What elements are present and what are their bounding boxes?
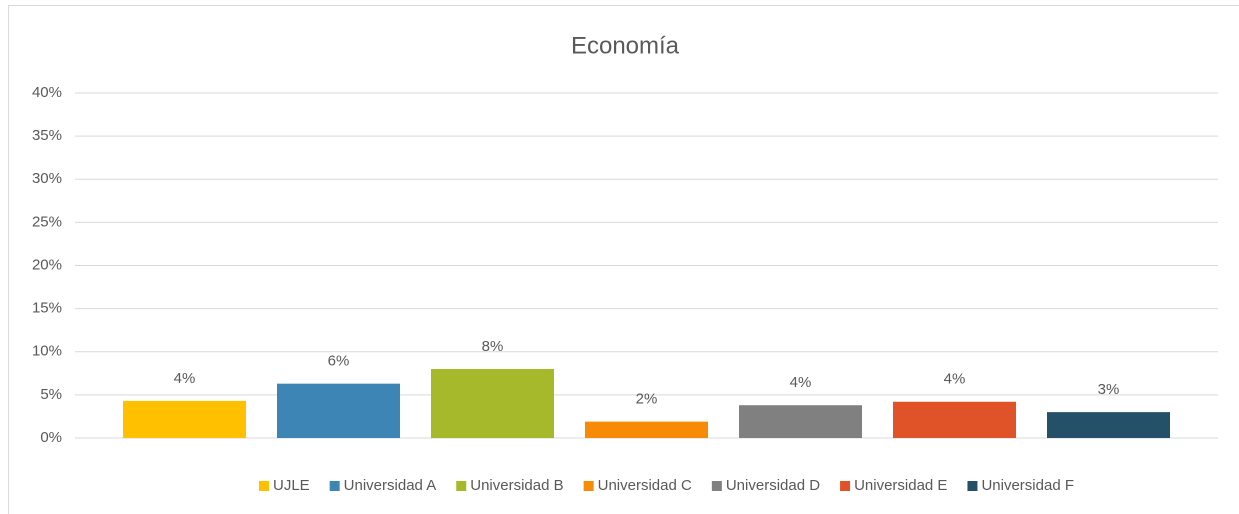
y-tick-label: 30% bbox=[32, 170, 62, 187]
legend-swatch bbox=[583, 481, 594, 491]
data-label: 3% bbox=[1098, 381, 1120, 398]
bar bbox=[739, 405, 862, 438]
legend-label: Universidad D bbox=[726, 477, 820, 494]
y-tick-label: 10% bbox=[32, 343, 62, 360]
y-tick-label: 5% bbox=[40, 386, 62, 403]
legend-label: Universidad E bbox=[854, 477, 947, 494]
legend-swatch bbox=[258, 481, 269, 491]
y-tick-label: 35% bbox=[32, 127, 62, 144]
legend-label: UJLE bbox=[273, 477, 310, 494]
data-label: 4% bbox=[174, 370, 196, 387]
data-label: 4% bbox=[790, 374, 812, 391]
bar bbox=[277, 383, 400, 438]
y-tick-label: 15% bbox=[32, 300, 62, 317]
y-tick-label: 20% bbox=[32, 256, 62, 273]
data-label: 6% bbox=[328, 353, 350, 370]
legend-swatch bbox=[840, 481, 851, 491]
data-label: 4% bbox=[944, 371, 966, 388]
legend-label: Universidad B bbox=[470, 477, 563, 494]
chart-title: Economía bbox=[571, 32, 680, 59]
legend-swatch bbox=[967, 481, 978, 491]
y-tick-label: 0% bbox=[40, 429, 62, 446]
legend-swatch bbox=[711, 481, 722, 491]
bar bbox=[893, 401, 1016, 438]
bar bbox=[431, 369, 554, 438]
bar bbox=[123, 400, 246, 438]
bar bbox=[1047, 412, 1170, 438]
legend-swatch bbox=[456, 481, 467, 491]
legend-label: Universidad C bbox=[598, 477, 692, 494]
legend-swatch bbox=[329, 481, 340, 491]
data-label: 8% bbox=[482, 338, 504, 355]
legend-label: Universidad A bbox=[344, 477, 437, 494]
data-label: 2% bbox=[636, 391, 658, 408]
legend-label: Universidad F bbox=[981, 477, 1074, 494]
y-tick-label: 40% bbox=[32, 84, 62, 101]
bar bbox=[585, 421, 708, 438]
y-tick-label: 25% bbox=[32, 213, 62, 230]
